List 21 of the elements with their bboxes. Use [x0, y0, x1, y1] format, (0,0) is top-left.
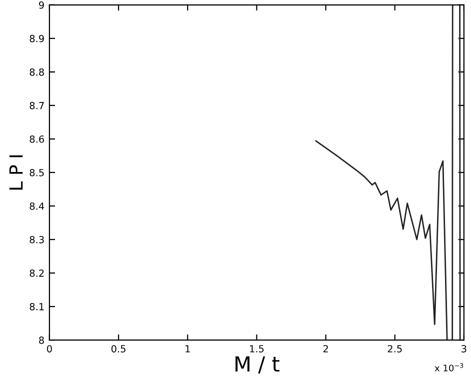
x-tick-label: 0 [47, 345, 52, 352]
x-tick-label: 2 [323, 345, 328, 352]
y-tick-label: 8.9 [30, 34, 44, 42]
y-axis-title: L P I [9, 155, 23, 190]
y-tick-label: 8.1 [30, 303, 44, 310]
y-tick-label: 8.3 [30, 236, 44, 244]
x-tick-label: 0.5 [111, 345, 126, 352]
x-tick-label: 2.5 [388, 345, 402, 352]
y-tick-label: 8.2 [30, 270, 44, 277]
y-tick-label: 8 [39, 336, 44, 344]
x-tick-label: 1 [186, 345, 190, 352]
x-tick-label: 1.5 [250, 345, 264, 352]
y-tick-label: 8.4 [30, 202, 44, 210]
y-tick-label: 8.8 [30, 68, 44, 76]
y-tick-label: 8.5 [30, 168, 44, 176]
y-tick-label: 8.6 [30, 135, 44, 143]
x-axis-title: M / t [236, 356, 280, 374]
text: x 10$^{−3}$ [434, 363, 464, 372]
y-tick-label: 8.7 [30, 102, 44, 110]
x-tick-label: 3 [462, 345, 466, 352]
y-tick-label: 9 [39, 1, 44, 9]
